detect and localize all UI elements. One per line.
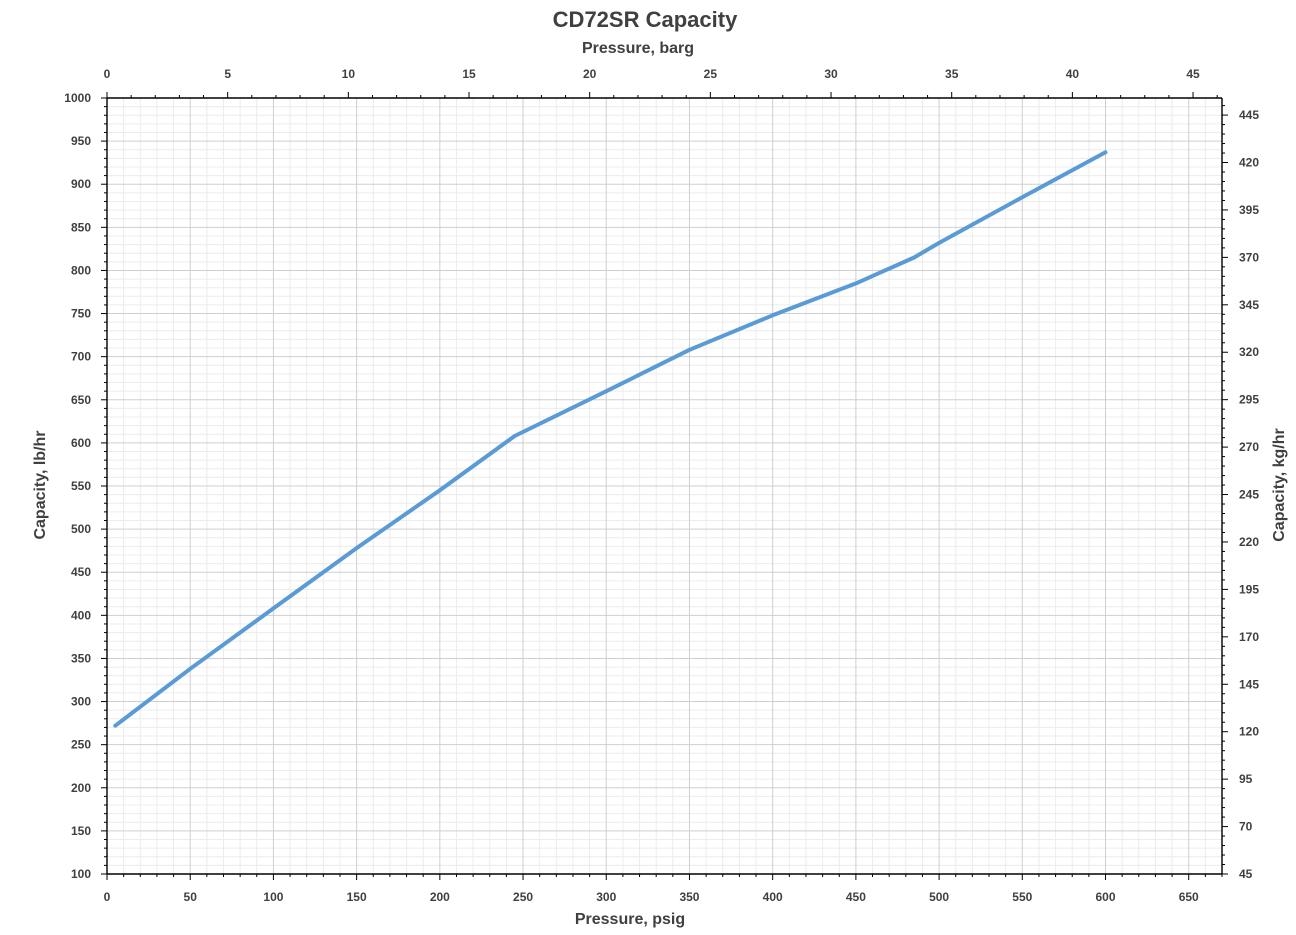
y-left-tick-label: 450	[71, 565, 91, 579]
y-right-tick-label: 295	[1239, 393, 1259, 407]
y-right-tick-label: 345	[1239, 298, 1259, 312]
x-top-tick-label: 5	[224, 67, 231, 81]
x-bottom-tick-label: 650	[1179, 890, 1199, 904]
x-top-tick-label: 30	[824, 67, 838, 81]
y-right-tick-label: 195	[1239, 582, 1259, 596]
y-left-tick-label: 350	[71, 651, 91, 665]
y-right-tick-label: 120	[1239, 725, 1259, 739]
y-right-tick-label: 420	[1239, 156, 1259, 170]
y-left-tick-label: 650	[71, 393, 91, 407]
x-bottom-tick-label: 250	[513, 890, 533, 904]
y-right-tick-label: 170	[1239, 630, 1259, 644]
x-bottom-tick-label: 400	[763, 890, 783, 904]
y-right-tick-label: 270	[1239, 440, 1259, 454]
y-right-tick-label: 220	[1239, 535, 1259, 549]
x-bottom-tick-label: 350	[679, 890, 699, 904]
x-bottom-axis-title: Pressure, psig	[575, 911, 685, 928]
x-top-tick-label: 10	[342, 67, 356, 81]
y-right-tick-label: 45	[1239, 867, 1253, 881]
x-top-tick-label: 25	[704, 67, 718, 81]
x-top-axis-title: Pressure, barg	[582, 40, 694, 57]
x-bottom-tick-label: 500	[929, 890, 949, 904]
y-right-tick-label: 395	[1239, 203, 1259, 217]
x-bottom-tick-label: 600	[1095, 890, 1115, 904]
y-left-tick-label: 600	[71, 436, 91, 450]
chart-title: CD72SR Capacity	[553, 7, 738, 32]
y-left-tick-label: 700	[71, 350, 91, 364]
x-bottom-tick-label: 300	[596, 890, 616, 904]
y-left-tick-label: 950	[71, 134, 91, 148]
y-left-tick-label: 750	[71, 307, 91, 321]
y-left-tick-label: 900	[71, 177, 91, 191]
y-left-tick-label: 400	[71, 608, 91, 622]
y-left-tick-label: 550	[71, 479, 91, 493]
y-left-tick-label: 250	[71, 738, 91, 752]
x-top-tick-label: 40	[1066, 67, 1080, 81]
x-bottom-tick-label: 100	[263, 890, 283, 904]
y-right-tick-label: 320	[1239, 345, 1259, 359]
x-top-tick-label: 35	[945, 67, 959, 81]
y-left-tick-label: 1000	[64, 91, 91, 105]
y-left-tick-label: 200	[71, 781, 91, 795]
y-left-tick-label: 500	[71, 522, 91, 536]
x-bottom-tick-label: 150	[347, 890, 367, 904]
y-left-tick-label: 100	[71, 867, 91, 881]
x-top-tick-label: 15	[462, 67, 476, 81]
y-right-tick-label: 70	[1239, 820, 1253, 834]
y-right-tick-label: 445	[1239, 108, 1259, 122]
y-right-tick-label: 95	[1239, 772, 1253, 786]
x-bottom-tick-label: 450	[846, 890, 866, 904]
x-bottom-tick-label: 200	[430, 890, 450, 904]
x-bottom-tick-label: 0	[104, 890, 111, 904]
y-left-tick-label: 150	[71, 824, 91, 838]
y-left-tick-label: 800	[71, 263, 91, 277]
y-left-tick-label: 300	[71, 695, 91, 709]
x-top-tick-label: 45	[1186, 67, 1200, 81]
x-top-tick-label: 20	[583, 67, 597, 81]
y-right-tick-label: 245	[1239, 488, 1259, 502]
y-left-axis-title: Capacity, lb/hr	[32, 430, 49, 539]
x-top-tick-label: 0	[104, 67, 111, 81]
y-right-tick-label: 145	[1239, 677, 1259, 691]
y-right-tick-label: 370	[1239, 250, 1259, 264]
y-right-axis-title: Capacity, kg/hr	[1271, 428, 1288, 542]
y-left-tick-label: 850	[71, 220, 91, 234]
x-bottom-tick-label: 550	[1012, 890, 1032, 904]
x-bottom-tick-label: 50	[184, 890, 198, 904]
